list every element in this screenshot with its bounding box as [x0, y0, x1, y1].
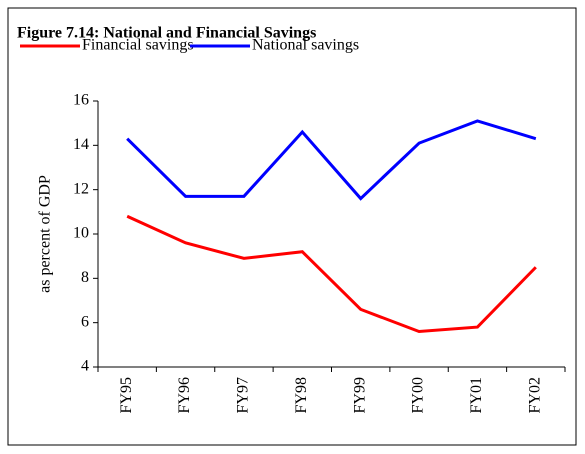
- y-tick-label: 16: [73, 92, 89, 109]
- y-tick-label: 8: [81, 269, 89, 286]
- x-tick-label: FY96: [176, 377, 193, 413]
- x-tick-label: FY02: [526, 377, 543, 413]
- y-tick-label: 6: [81, 313, 89, 330]
- x-tick-label: FY95: [118, 377, 135, 413]
- y-tick-label: 14: [73, 136, 89, 153]
- series-line: [126, 214, 537, 334]
- x-tick-label: FY01: [468, 377, 485, 413]
- y-tick-label: 10: [73, 225, 89, 242]
- series-line: [126, 119, 537, 201]
- y-axis-label: as percent of GDP: [37, 175, 54, 293]
- y-tick-label: 12: [73, 180, 89, 197]
- frame: [7, 7, 577, 446]
- x-tick-label: FY98: [293, 377, 310, 413]
- legend-label: Financial savings: [82, 37, 194, 54]
- x-tick-label: FY97: [235, 377, 252, 413]
- y-tick-label: 4: [81, 358, 89, 375]
- chart-title: Figure 7.14: National and Financial Savi…: [17, 25, 316, 42]
- x-tick-label: FY00: [410, 377, 427, 413]
- legend-label: National savings: [252, 37, 359, 54]
- x-tick-label: FY99: [351, 377, 368, 413]
